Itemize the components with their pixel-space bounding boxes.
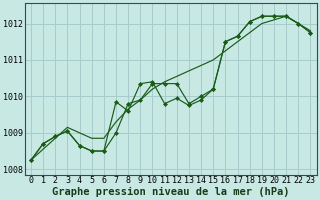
X-axis label: Graphe pression niveau de la mer (hPa): Graphe pression niveau de la mer (hPa) — [52, 186, 290, 197]
